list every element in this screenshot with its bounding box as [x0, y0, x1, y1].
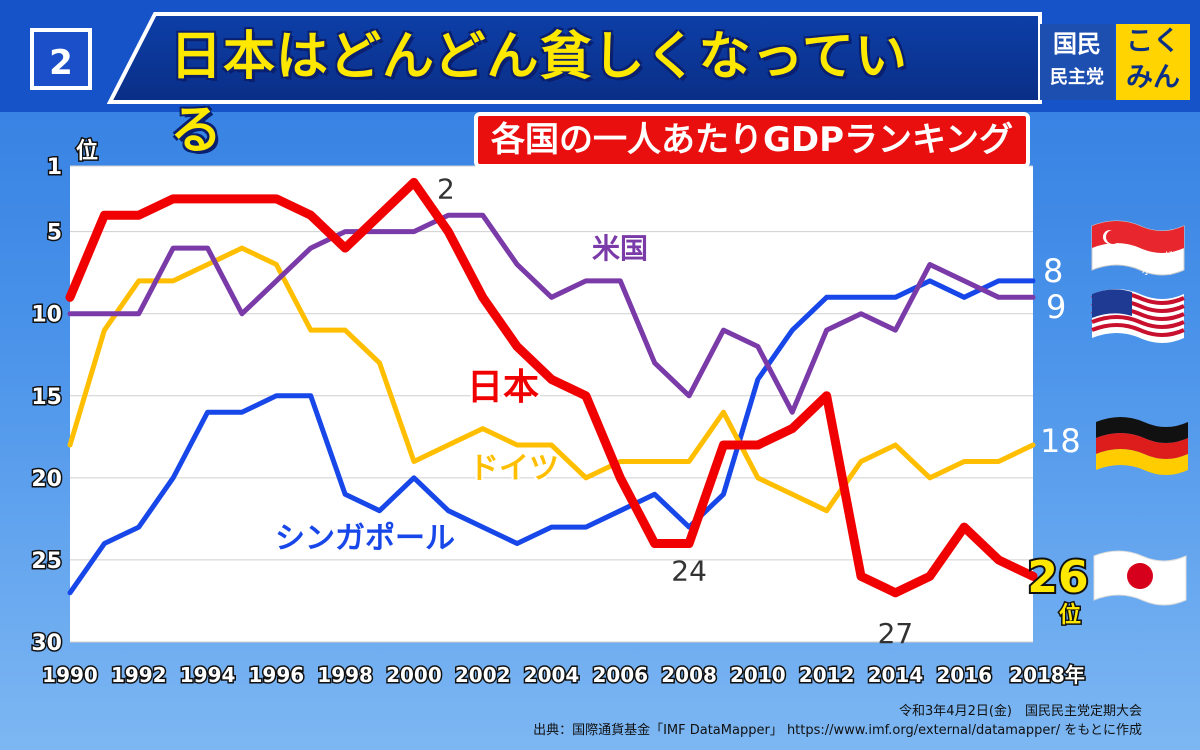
x-tick-2006: 2006	[592, 663, 648, 687]
title-banner: 2 日本はどんどん貧しくなっている 国民 民主党 こく みん	[0, 0, 1200, 161]
japan-final-rank: 26	[1027, 552, 1088, 603]
x-tick-1992: 1992	[111, 663, 167, 687]
series-line-1	[67, 245, 1036, 514]
x-tick-1996: 1996	[249, 663, 305, 687]
logo-bottom-right: みん	[1126, 62, 1180, 93]
logo-right: こく みん	[1116, 24, 1190, 100]
logo-bottom-left: 民主党	[1050, 67, 1104, 88]
banner-shape	[0, 0, 1200, 112]
annotation-1: 24	[671, 555, 707, 588]
singapore-flag-label-line2: ポール	[1142, 264, 1175, 277]
party-logo: 国民 民主党 こく みん	[1040, 24, 1190, 100]
series-label-3: 日本	[467, 367, 539, 408]
series-label-0: シンガポール	[275, 521, 455, 556]
footer-source: 出典：国際通貨基金「IMF DataMapper」 https://www.im…	[533, 723, 1142, 738]
slide-number: 2	[30, 28, 92, 90]
japan-flag-icon	[1093, 550, 1187, 606]
germany-flag-icon	[1096, 417, 1188, 475]
x-tick-2014: 2014	[868, 663, 924, 687]
x-tick-2010: 2010	[730, 663, 786, 687]
y-tick-1: 1	[47, 155, 62, 180]
end-label-1: 18	[1040, 422, 1081, 460]
y-tick-5: 5	[47, 221, 62, 246]
end-label-0: 8	[1043, 252, 1063, 290]
end-label-2: 9	[1046, 288, 1066, 326]
y-tick-25: 25	[31, 549, 62, 574]
series-label-2: 米国	[592, 232, 648, 265]
y-tick-20: 20	[31, 467, 62, 492]
y-tick-15: 15	[31, 385, 62, 410]
x-tick-1990: 1990	[42, 663, 98, 687]
x-tick-1998: 1998	[317, 663, 373, 687]
logo-top-left: 国民	[1053, 30, 1101, 58]
logo-left: 国民 民主党	[1040, 24, 1114, 100]
singapore-flag-label-line1: シンガ	[1140, 250, 1173, 263]
singapore-flag-icon	[1091, 220, 1185, 276]
footer-event: 令和3年4月2日(金) 国民民主党定期大会	[899, 704, 1142, 719]
y-tick-30: 30	[31, 631, 62, 656]
x-tick-2004: 2004	[524, 663, 580, 687]
series-line-2	[67, 212, 1036, 415]
chart-subtitle: 各国の一人あたりGDPランキング（IMF）	[474, 112, 1030, 208]
y-tick-10: 10	[31, 303, 62, 328]
x-tick-2002: 2002	[455, 663, 511, 687]
annotation-0: 2	[437, 172, 455, 205]
y-axis-label: 位	[76, 138, 98, 164]
annotation-2: 27	[878, 617, 914, 650]
japan-final-rank-unit: 位	[1059, 602, 1081, 628]
x-tick-2016: 2016	[936, 663, 992, 687]
series-label-1: ドイツ	[469, 451, 559, 486]
us-flag-icon	[1091, 289, 1185, 343]
x-tick-2008: 2008	[661, 663, 717, 687]
plot-area	[70, 166, 1033, 642]
x-tick-2000: 2000	[386, 663, 442, 687]
page-title: 日本はどんどん貧しくなっている	[170, 27, 908, 161]
x-tick-2018: 2018年	[1009, 663, 1085, 687]
x-tick-2012: 2012	[799, 663, 855, 687]
singapore-flag-label: シンガ ポール	[1140, 250, 1177, 277]
series-line-0	[67, 278, 1036, 596]
logo-top-right: こく	[1126, 26, 1180, 57]
series-line-3	[65, 177, 1038, 598]
x-tick-1994: 1994	[180, 663, 236, 687]
